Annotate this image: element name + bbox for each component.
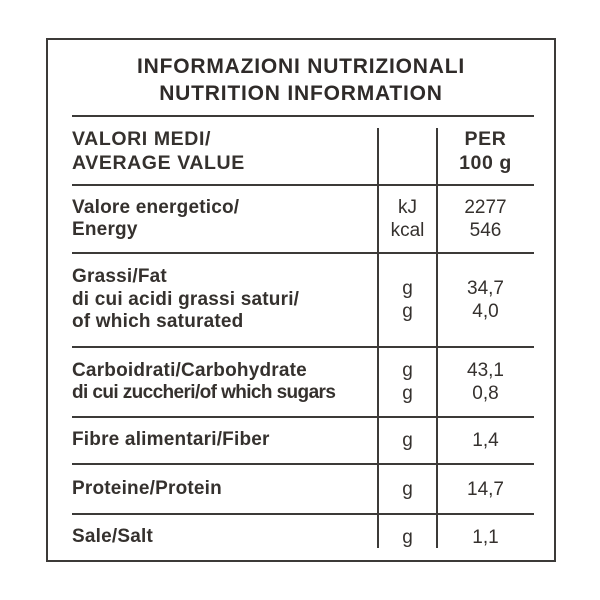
row-units: g g [378, 277, 437, 323]
row-label: Carboidrati/Carbohydrate di cui zuccheri… [72, 360, 378, 405]
per-line: PER [464, 127, 507, 150]
unit-line: g [402, 278, 413, 299]
row-label: Sale/Salt [72, 526, 378, 549]
header-label: VALORI MEDI/ AVERAGE VALUE [72, 127, 378, 175]
value-line: 0,8 [472, 383, 499, 404]
header-label-italian: VALORI MEDI/ [72, 127, 212, 150]
row-label-line: di cui acidi grassi saturi/ [72, 288, 300, 310]
row-values: 34,7 4,0 [437, 277, 534, 323]
row-units: g g [378, 359, 437, 405]
value-line: 1,1 [472, 527, 499, 548]
value-line: 4,0 [472, 301, 499, 322]
value-line: 1,4 [472, 430, 499, 451]
title-line-italian: INFORMAZIONI NUTRIZIONALI [137, 55, 465, 78]
table-row-fiber: Fibre alimentari/Fiber g 1,4 [72, 416, 534, 463]
column-divider-value [436, 128, 438, 548]
unit-line: g [402, 478, 413, 500]
row-units: kJ kcal [378, 196, 437, 242]
value-line: 2277 [464, 197, 507, 218]
header-per-100g: PER 100 g [437, 127, 534, 175]
row-label: Fibre alimentari/Fiber [72, 429, 378, 452]
row-units: g [378, 526, 437, 549]
value-line: 34,7 [467, 278, 504, 299]
unit-line: g [402, 383, 413, 404]
unit-line: kcal [390, 220, 425, 241]
title-line-english: NUTRITION INFORMATION [159, 82, 443, 105]
panel-title: INFORMAZIONI NUTRIZIONALI NUTRITION INFO… [48, 53, 554, 107]
value-line: 14,7 [467, 478, 504, 500]
row-values: 2277 546 [437, 196, 534, 242]
value-line: 546 [469, 220, 502, 241]
unit-line: g [402, 360, 413, 381]
row-values: 1,1 [437, 526, 534, 549]
unit-line: g [402, 527, 413, 548]
row-values: 43,1 0,8 [437, 359, 534, 405]
unit-line: kJ [398, 197, 417, 218]
row-label-line: di cui zuccheri/of which sugars [72, 382, 336, 403]
row-units: g [378, 429, 437, 452]
nutrition-panel: INFORMAZIONI NUTRIZIONALI NUTRITION INFO… [46, 38, 556, 562]
value-line: 43,1 [467, 360, 504, 381]
row-label: Grassi/Fat di cui acidi grassi saturi/ o… [72, 266, 378, 334]
table-row-fat: Grassi/Fat di cui acidi grassi saturi/ o… [72, 252, 534, 346]
per-amount-line: 100 g [459, 151, 512, 174]
row-label-line: of which saturated [72, 311, 244, 333]
row-label: Valore energetico/ Energy [72, 197, 378, 242]
column-divider-unit [377, 128, 379, 548]
nutrition-table: VALORI MEDI/ AVERAGE VALUE PER 100 g Val… [72, 115, 534, 560]
row-values: 14,7 [437, 478, 534, 501]
row-units: g [378, 478, 437, 501]
row-label: Proteine/Protein [72, 478, 378, 501]
unit-line: g [402, 301, 413, 322]
table-row-carbohydrate: Carboidrati/Carbohydrate di cui zuccheri… [72, 346, 534, 416]
unit-line: g [402, 430, 413, 451]
row-label-line: Carboidrati/Carbohydrate [72, 359, 307, 381]
table-row-protein: Proteine/Protein g 14,7 [72, 463, 534, 513]
row-label-line: Sale/Salt [72, 526, 154, 548]
row-values: 1,4 [437, 429, 534, 452]
row-label-line: Grassi/Fat [72, 266, 167, 288]
table-header-row: VALORI MEDI/ AVERAGE VALUE PER 100 g [72, 115, 534, 184]
row-label-line: Fibre alimentari/Fiber [72, 429, 270, 451]
row-label-line: Proteine/Protein [72, 477, 222, 499]
row-label-line: Valore energetico/ [72, 196, 240, 218]
table-row-energy: Valore energetico/ Energy kJ kcal 2277 5… [72, 184, 534, 252]
header-label-english: AVERAGE VALUE [72, 151, 245, 174]
row-label-line: Energy [72, 219, 138, 240]
table-row-salt: Sale/Salt g 1,1 [72, 513, 534, 560]
